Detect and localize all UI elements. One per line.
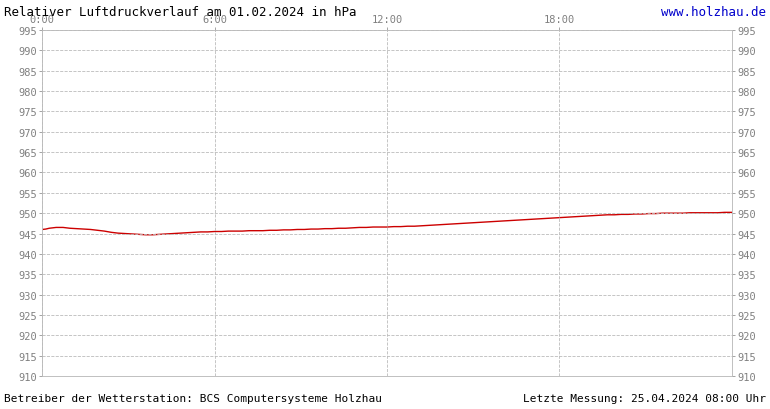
Text: Relativer Luftdruckverlauf am 01.02.2024 in hPa: Relativer Luftdruckverlauf am 01.02.2024… [4,6,357,19]
Text: Betreiber der Wetterstation: BCS Computersysteme Holzhau: Betreiber der Wetterstation: BCS Compute… [4,393,382,403]
Text: www.holzhau.de: www.holzhau.de [661,6,766,19]
Text: Letzte Messung: 25.04.2024 08:00 Uhr: Letzte Messung: 25.04.2024 08:00 Uhr [523,393,766,403]
